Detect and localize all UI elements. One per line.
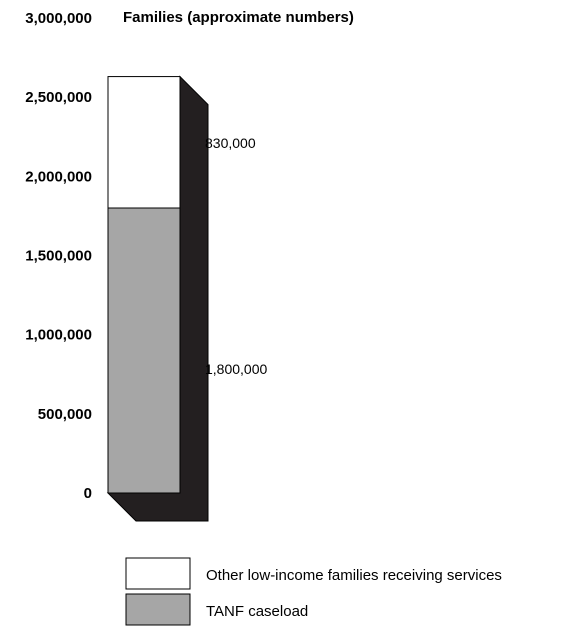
chart-title: Families (approximate numbers) — [123, 9, 354, 26]
y-tick-label: 500,000 — [38, 406, 92, 423]
bar-segment — [107, 76, 181, 209]
y-tick-label: 1,000,000 — [25, 327, 92, 344]
legend-swatch — [125, 557, 191, 590]
bar-segment — [107, 207, 181, 494]
data-labels: 1,800,000 830,000 — [205, 135, 267, 377]
y-tick-label: 3,000,000 — [25, 10, 92, 27]
y-tick-label: 0 — [84, 485, 92, 502]
legend-swatch — [125, 593, 191, 626]
y-tick-label: 2,000,000 — [25, 168, 92, 185]
y-axis: 0 500,000 1,000,000 1,500,000 2,000,000 2,500… — [25, 10, 92, 502]
legend-label: Other low-income families receiving serv… — [206, 567, 502, 584]
legend-label: TANF caseload — [206, 603, 308, 620]
y-tick-label: 2,500,000 — [25, 89, 92, 106]
y-tick-label: 1,500,000 — [25, 248, 92, 265]
data-label: 1,800,000 — [205, 361, 267, 377]
bar-group — [106, 75, 209, 522]
data-label: 830,000 — [205, 135, 256, 151]
legend: Other low-income families receiving serv… — [125, 557, 502, 626]
